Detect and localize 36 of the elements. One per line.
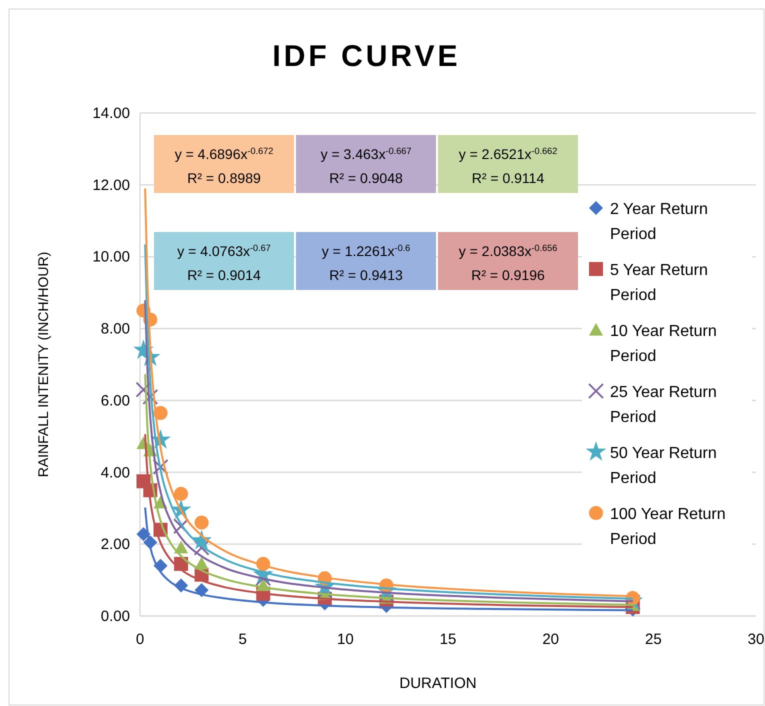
- annotation: y = 2.0383x$^{-0.656}$: [458, 243, 558, 259]
- chart-title: IDF CURVE: [272, 40, 461, 73]
- y-tick-label: 8.00: [100, 320, 130, 338]
- annotation: R² = 0.8989: [187, 170, 261, 186]
- annotation: R² = 0.9196: [471, 267, 545, 283]
- x-axis-title: DURATION: [399, 675, 477, 692]
- annotation: y = 3.463x$^{-0.667}$: [320, 146, 412, 162]
- annotation: R² = 0.9014: [187, 267, 261, 283]
- x-tick-label: 10: [336, 631, 354, 648]
- annotation: y = 2.6521x$^{-0.662}$: [458, 146, 558, 162]
- annotation: R² = 0.9048: [329, 170, 403, 186]
- x-tick-label: 0: [136, 631, 144, 648]
- y-tick-label: 4.00: [100, 464, 130, 482]
- annotation: R² = 0.9413: [329, 267, 403, 283]
- y-tick-label: 6.00: [100, 392, 130, 410]
- annotation: R² = 0.9114: [472, 170, 544, 186]
- x-tick-label: 5: [238, 631, 247, 648]
- x-tick-label: 25: [644, 631, 662, 648]
- y-tick-label: 0.00: [100, 608, 130, 625]
- y-tick-label: 10.00: [92, 248, 130, 266]
- y-tick-label: 12.00: [92, 176, 130, 194]
- x-tick-label: 20: [542, 631, 560, 648]
- x-tick-label: 15: [440, 631, 456, 648]
- legend-label: 5 Year Return Period: [610, 262, 708, 304]
- legend-label: 100 Year Return Period: [610, 506, 726, 548]
- annotation: y = 1.2261x$^{-0.6}$: [322, 243, 410, 259]
- annotation: y = 4.6896x$^{-0.672}$: [174, 146, 274, 162]
- legend-label: 50 Year Return Period: [610, 445, 717, 487]
- legend-label: 25 Year Return Period: [610, 384, 717, 426]
- y-tick-label: 2.00: [100, 536, 130, 554]
- legend-label: 2 Year Return Period: [610, 201, 708, 243]
- x-tick-label: 30: [748, 631, 764, 648]
- y-axis-title: RAINFALL INTENITY (INCH/HOUR): [35, 252, 51, 478]
- legend-label: 10 Year Return Period: [610, 323, 717, 365]
- y-tick-label: 14.00: [92, 105, 130, 122]
- annotation: y = 4.0763x$^{-0.67}$: [177, 243, 271, 259]
